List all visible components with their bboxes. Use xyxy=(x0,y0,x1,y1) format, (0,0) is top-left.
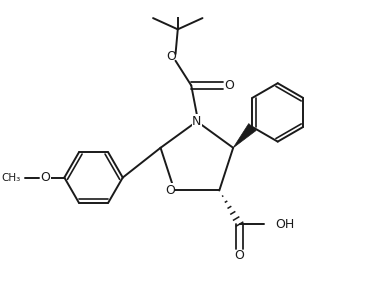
Text: OH: OH xyxy=(276,218,295,231)
Text: N: N xyxy=(192,115,202,128)
Polygon shape xyxy=(233,124,256,148)
Text: O: O xyxy=(40,171,50,184)
Text: CH₃: CH₃ xyxy=(1,173,20,183)
Text: O: O xyxy=(165,184,175,197)
Text: O: O xyxy=(235,249,244,262)
Text: O: O xyxy=(166,50,176,63)
Text: O: O xyxy=(224,79,234,92)
Text: O: O xyxy=(10,171,19,184)
